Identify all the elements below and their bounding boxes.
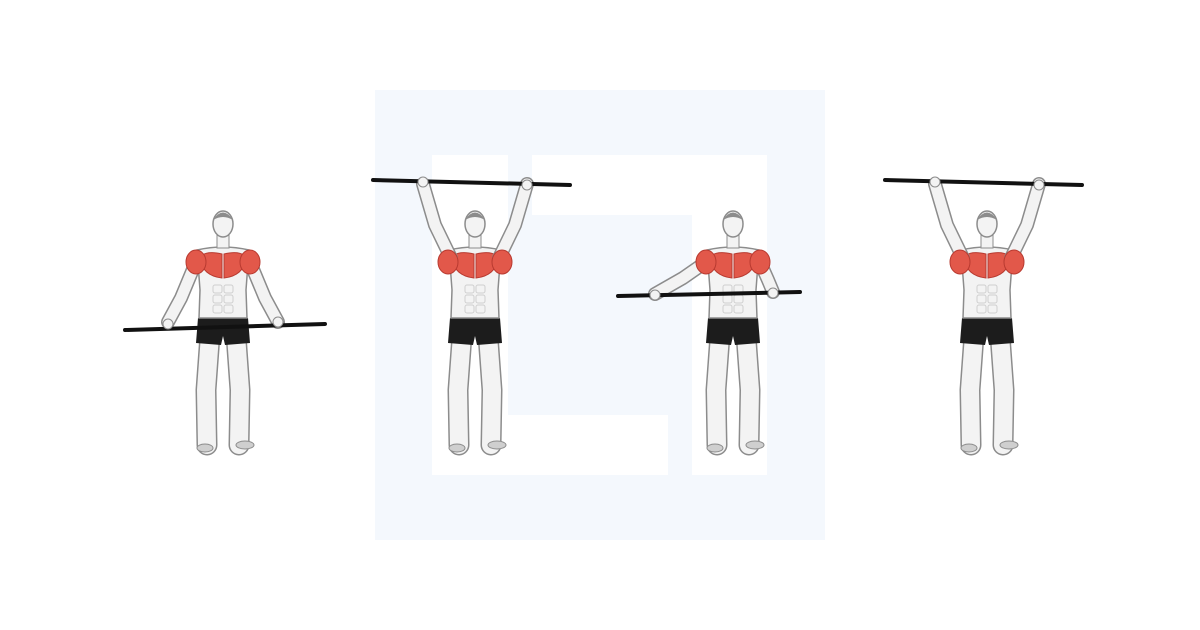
left-foot: [196, 443, 214, 453]
ab-left: [976, 284, 987, 294]
ab-right: [987, 294, 998, 304]
left-foot: [448, 443, 466, 453]
left-deltoid: [185, 249, 207, 275]
ab-left: [212, 284, 223, 294]
right-deltoid: [491, 249, 513, 275]
figure-bar-at-hips: [123, 210, 327, 456]
ab-left: [464, 304, 475, 314]
left-arm: [929, 178, 969, 264]
left-arm: [417, 178, 457, 264]
hand: [162, 318, 174, 330]
hand: [649, 289, 661, 301]
hair: [465, 212, 485, 220]
left-foot: [960, 443, 978, 453]
left-deltoid: [949, 249, 971, 275]
shorts: [196, 318, 250, 345]
ab-right: [223, 304, 234, 314]
left-arm: [162, 256, 202, 328]
left-leg: [707, 326, 729, 454]
bar: [883, 178, 1084, 187]
right-arm: [244, 256, 284, 328]
shorts: [706, 318, 760, 345]
right-leg: [227, 326, 249, 454]
ab-right: [733, 304, 744, 314]
right-leg: [991, 326, 1013, 454]
right-leg: [479, 326, 501, 454]
ab-left: [976, 304, 987, 314]
left-foot: [706, 443, 724, 453]
shorts: [960, 318, 1014, 345]
hand: [929, 176, 941, 188]
hair: [213, 212, 233, 220]
right-foot: [745, 440, 765, 450]
right-deltoid: [239, 249, 261, 275]
ab-left: [464, 284, 475, 294]
ab-right: [987, 284, 998, 294]
ab-left: [722, 304, 733, 314]
left-deltoid: [437, 249, 459, 275]
ab-right: [475, 284, 486, 294]
hand: [521, 179, 533, 191]
right-foot: [235, 440, 255, 450]
hair: [723, 212, 743, 220]
bar: [371, 178, 572, 187]
shorts: [448, 318, 502, 345]
ab-left: [212, 304, 223, 314]
left-leg: [449, 326, 471, 454]
hair: [977, 212, 997, 220]
ab-left: [464, 294, 475, 304]
hand: [767, 287, 779, 299]
hand: [417, 176, 429, 188]
right-arm: [1005, 178, 1045, 264]
ab-right: [987, 304, 998, 314]
ab-left: [976, 294, 987, 304]
right-deltoid: [1003, 249, 1025, 275]
ab-right: [475, 304, 486, 314]
ab-right: [475, 294, 486, 304]
left-leg: [197, 326, 219, 454]
ab-right: [223, 294, 234, 304]
right-arm: [493, 178, 533, 264]
right-foot: [487, 440, 507, 450]
ab-left: [212, 294, 223, 304]
left-deltoid: [695, 249, 717, 275]
hand: [272, 316, 284, 328]
left-leg: [961, 326, 983, 454]
bar: [123, 322, 327, 332]
figure-bar-overhead-final: [883, 176, 1084, 456]
right-foot: [999, 440, 1019, 450]
right-deltoid: [749, 249, 771, 275]
right-leg: [737, 326, 759, 454]
figure-bar-at-hips-rotating: [616, 210, 802, 456]
hand: [1033, 179, 1045, 191]
figure-bar-overhead: [371, 176, 572, 456]
ab-right: [223, 284, 234, 294]
